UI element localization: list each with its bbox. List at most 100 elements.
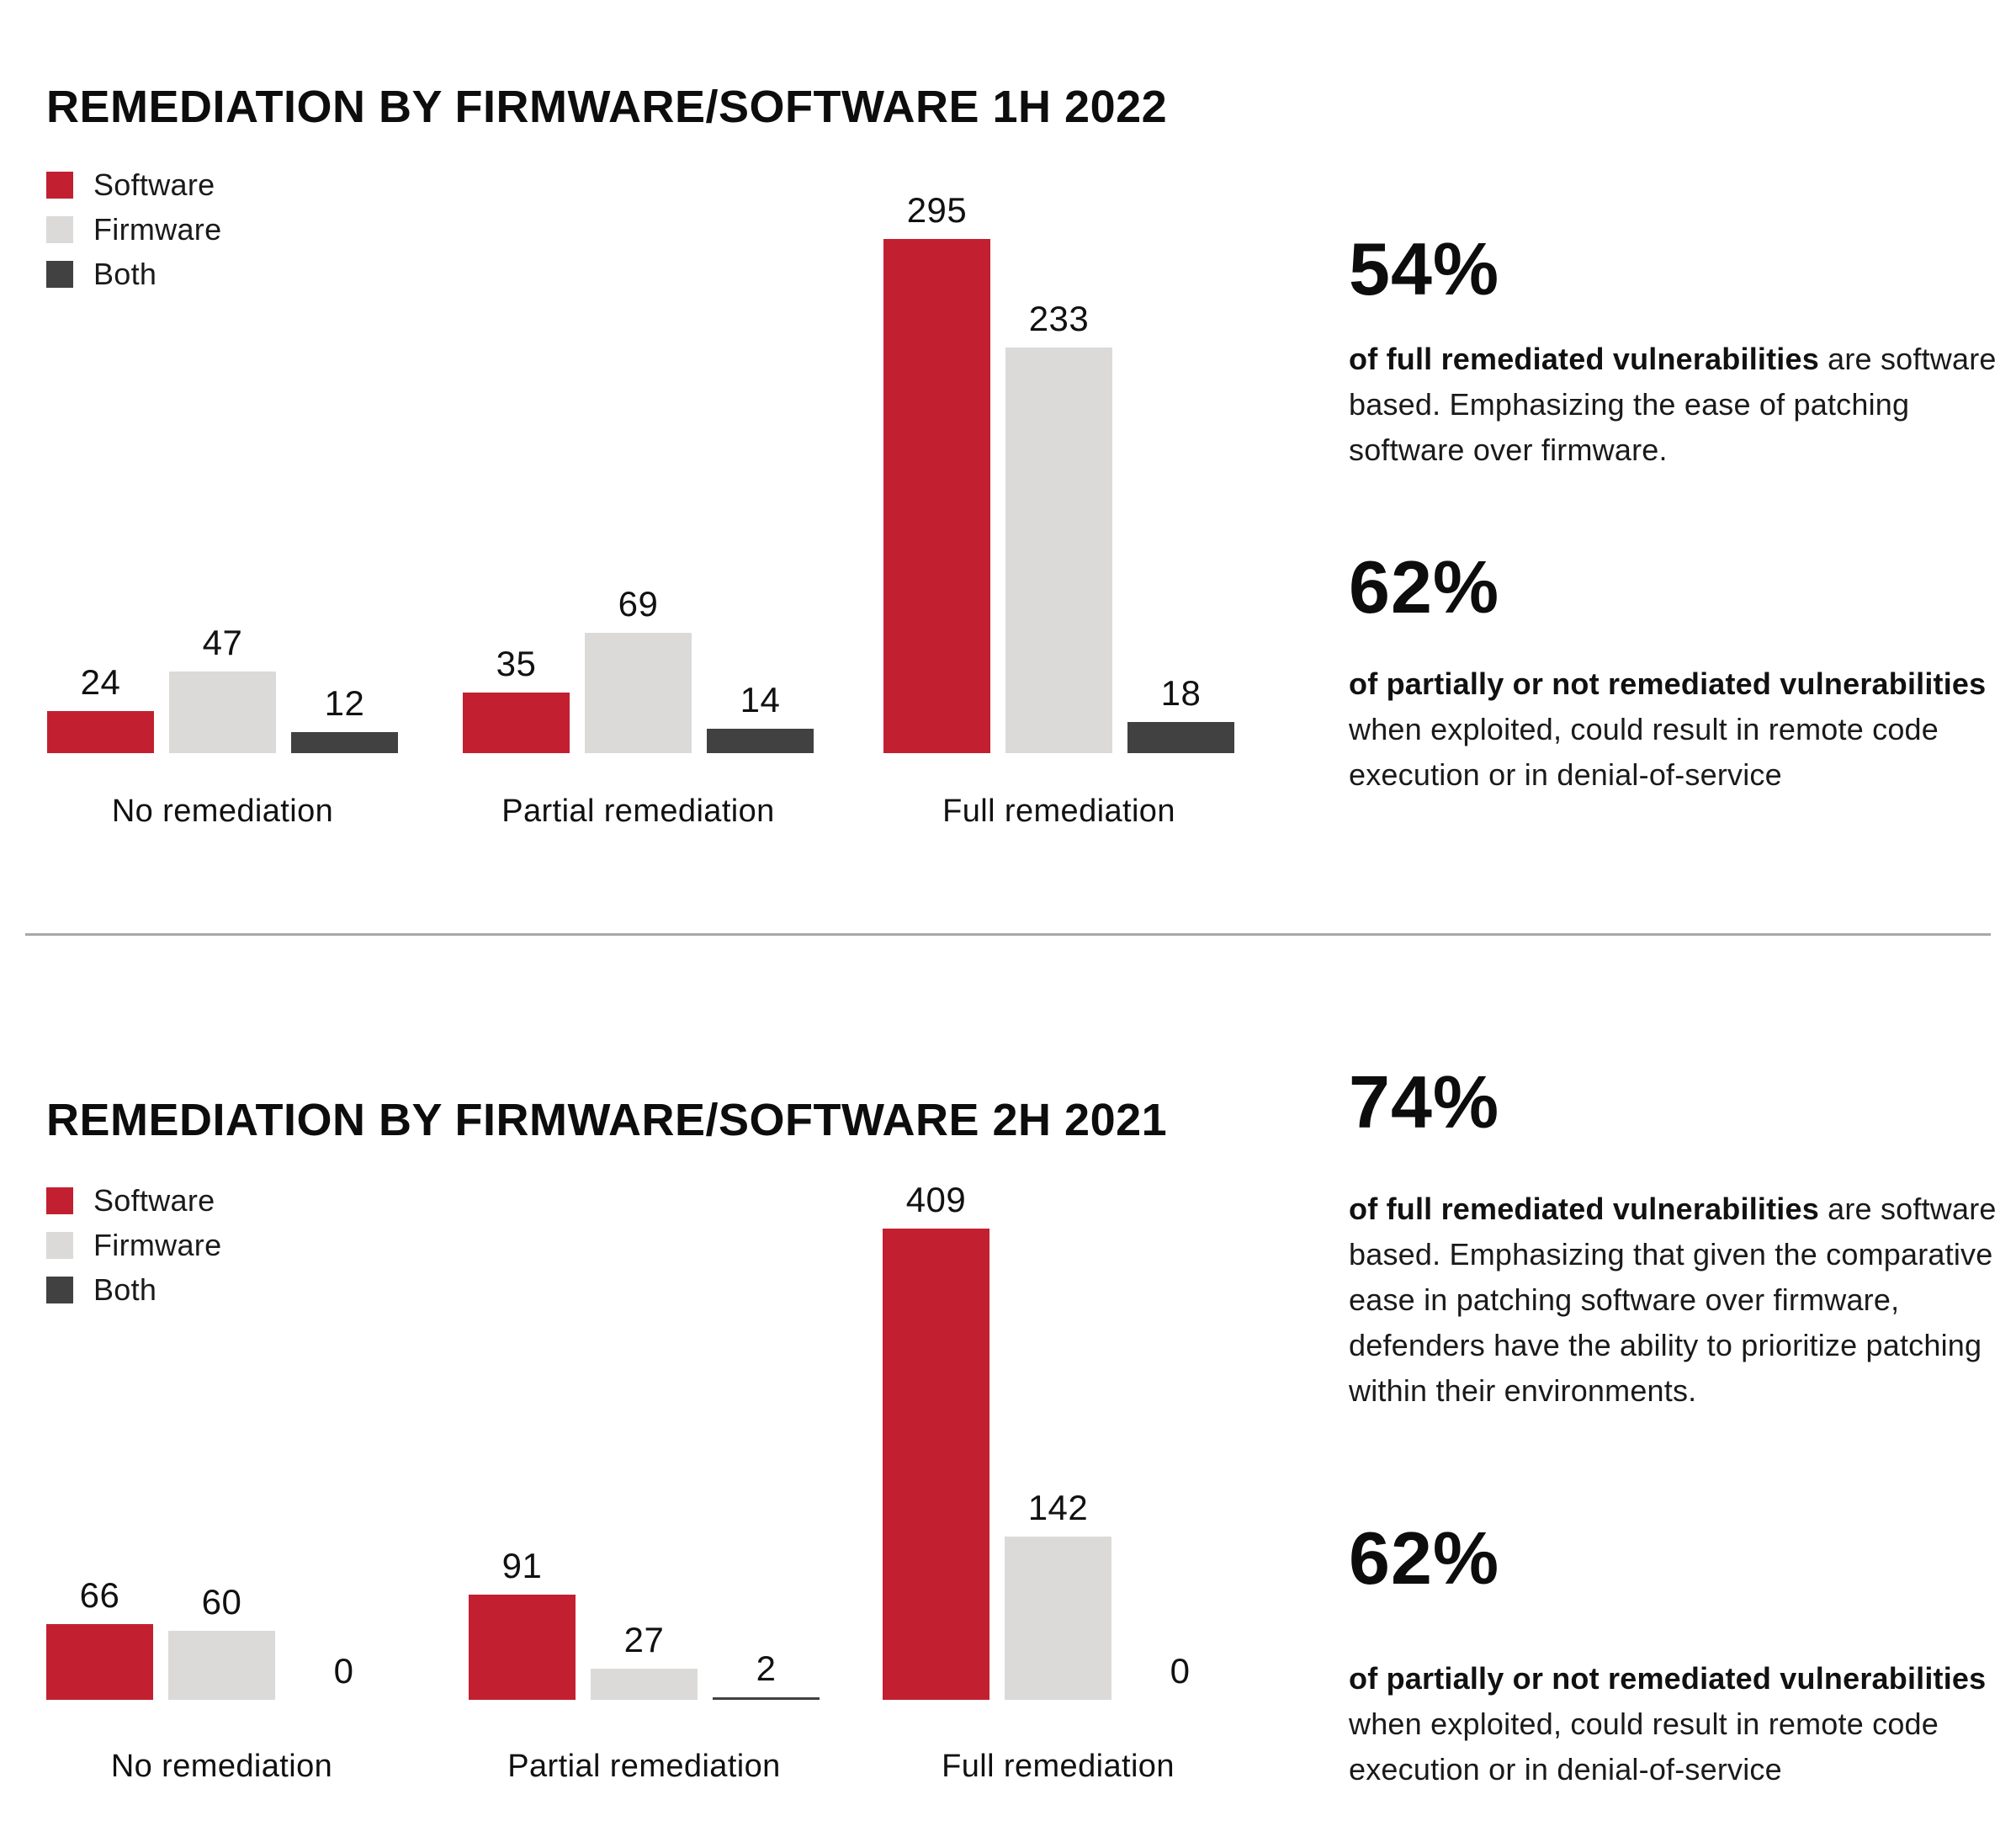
bar-value-label: 91 [501, 1546, 543, 1585]
legend-label: Software [93, 167, 215, 202]
category-label-no-remediation: No remediation [111, 794, 334, 829]
legend-label: Both [93, 1272, 157, 1307]
bar-group-no-remediation: 24 47 12 [47, 625, 398, 753]
bar-value-label: 2 [756, 1648, 777, 1688]
bar-firmware-full-remediation [1005, 1537, 1111, 1700]
stat-1h-full-remediated-percent: 54% [1349, 227, 1500, 311]
legend-label: Both [93, 257, 157, 291]
legend-item-software: Software [46, 1183, 215, 1218]
bar-cell-firmware: 233 [1005, 301, 1112, 753]
section-1-title: REMEDIATION BY FIRMWARE/SOFTWARE 1H 2022 [46, 82, 1168, 133]
legend-label: Firmware [93, 212, 222, 247]
legend-item-software: Software [46, 167, 215, 202]
bar-value-label: 295 [906, 190, 968, 230]
legend-swatch-firmware [46, 216, 73, 243]
bar-value-label: 409 [905, 1180, 967, 1219]
legend-label: Software [93, 1183, 215, 1218]
bar-cell-firmware: 47 [169, 625, 276, 753]
category-label-partial-remediation: Partial remediation [501, 794, 775, 829]
bar-cell-firmware: 69 [585, 587, 692, 753]
bar-firmware-full-remediation [1005, 348, 1112, 753]
bar-value-label: 12 [324, 683, 365, 723]
bar-both-partial-remediation [707, 729, 814, 753]
bar-cell-both: 12 [291, 686, 398, 753]
bar-group-full-remediation: 409 142 0 [883, 1182, 1233, 1700]
legend-swatch-both [46, 261, 73, 288]
bar-cell-firmware: 142 [1005, 1490, 1111, 1700]
bar-value-label: 233 [1028, 299, 1090, 338]
stat-1h-partial-percent: 62% [1349, 545, 1500, 629]
stat-2h-full-remediated-percent: 74% [1349, 1060, 1500, 1144]
legend-item-firmware: Firmware [46, 1228, 222, 1262]
bar-software-full-remediation [883, 1229, 989, 1700]
bar-cell-both: 14 [707, 682, 814, 753]
legend-swatch-both [46, 1277, 73, 1303]
bar-value-label: 60 [201, 1582, 242, 1622]
bar-value-label: 18 [1160, 673, 1202, 713]
bar-software-full-remediation [883, 239, 990, 753]
section-1-bar-chart: 24 47 12 35 69 14 295 233 18 [0, 164, 1313, 753]
legend-swatch-firmware [46, 1232, 73, 1259]
bar-value-label: 24 [80, 662, 121, 702]
bar-software-no-remediation [46, 1624, 153, 1700]
bar-firmware-no-remediation [168, 1631, 275, 1700]
bar-cell-software: 66 [46, 1578, 153, 1700]
bar-cell-software: 35 [463, 646, 570, 753]
stat-rest: are software based. Emphasizing the ease… [1349, 342, 1997, 467]
bar-cell-software: 24 [47, 665, 154, 753]
bar-value-label: 69 [618, 584, 659, 624]
stat-2h-partial-text: of partially or not remediated vulnerabi… [1349, 1656, 2016, 1792]
bar-cell-both: 18 [1127, 676, 1234, 753]
bar-software-partial-remediation [469, 1595, 576, 1700]
bar-group-partial-remediation: 35 69 14 [463, 587, 814, 753]
legend-item-firmware: Firmware [46, 212, 222, 247]
bar-group-full-remediation: 295 233 18 [883, 193, 1234, 753]
section-2-bar-chart: 66 60 0 91 27 2 409 142 0 [0, 1111, 1313, 1700]
category-label-partial-remediation: Partial remediation [507, 1749, 781, 1784]
stat-rest: are software based. Emphasizing that giv… [1349, 1192, 1997, 1408]
bar-both-partial-remediation [713, 1697, 820, 1700]
bar-both-full-remediation [1127, 722, 1234, 753]
bar-value-label: 27 [623, 1620, 665, 1659]
bar-value-label: 0 [1170, 1651, 1191, 1691]
bar-value-label: 14 [740, 680, 781, 719]
legend-swatch-software [46, 172, 73, 199]
bar-firmware-no-remediation [169, 672, 276, 753]
bar-cell-software: 409 [883, 1182, 989, 1700]
stat-2h-full-remediated-text: of full remediated vulnerabilities are s… [1349, 1187, 2016, 1414]
stat-rest: when exploited, could result in remote c… [1349, 712, 1939, 792]
stat-rest: when exploited, could result in remote c… [1349, 1707, 1939, 1786]
stat-lead: of full remediated vulnerabilities [1349, 342, 1819, 376]
bar-firmware-partial-remediation [585, 633, 692, 753]
category-label-full-remediation: Full remediation [942, 794, 1175, 829]
legend-item-both: Both [46, 1272, 157, 1307]
stat-lead: of partially or not remediated vulnerabi… [1349, 1661, 1987, 1696]
stat-lead: of full remediated vulnerabilities [1349, 1192, 1819, 1226]
stat-1h-full-remediated-text: of full remediated vulnerabilities are s… [1349, 337, 2016, 473]
section-divider [25, 933, 1991, 936]
bar-both-no-remediation [291, 732, 398, 753]
bar-group-partial-remediation: 91 27 2 [469, 1548, 820, 1700]
bar-software-no-remediation [47, 711, 154, 753]
bar-group-no-remediation: 66 60 0 [46, 1578, 397, 1700]
bar-value-label: 142 [1027, 1488, 1089, 1527]
bar-cell-software: 91 [469, 1548, 576, 1700]
legend-swatch-software [46, 1187, 73, 1214]
bar-cell-software: 295 [883, 193, 990, 753]
bar-cell-both: 0 [1127, 1654, 1233, 1700]
stat-2h-partial-percent: 62% [1349, 1516, 1500, 1600]
stat-lead: of partially or not remediated vulnerabi… [1349, 666, 1987, 701]
section-2-title: REMEDIATION BY FIRMWARE/SOFTWARE 2H 2021 [46, 1095, 1168, 1146]
bar-cell-both: 2 [713, 1651, 820, 1700]
category-label-full-remediation: Full remediation [942, 1749, 1175, 1784]
bar-software-partial-remediation [463, 693, 570, 753]
bar-value-label: 66 [79, 1575, 120, 1615]
legend-label: Firmware [93, 1228, 222, 1262]
bar-cell-both: 0 [290, 1654, 397, 1700]
bar-cell-firmware: 60 [168, 1585, 275, 1700]
bar-firmware-partial-remediation [591, 1669, 698, 1700]
legend-item-both: Both [46, 257, 157, 291]
bar-value-label: 0 [333, 1651, 354, 1691]
stat-1h-partial-text: of partially or not remediated vulnerabi… [1349, 661, 2016, 798]
